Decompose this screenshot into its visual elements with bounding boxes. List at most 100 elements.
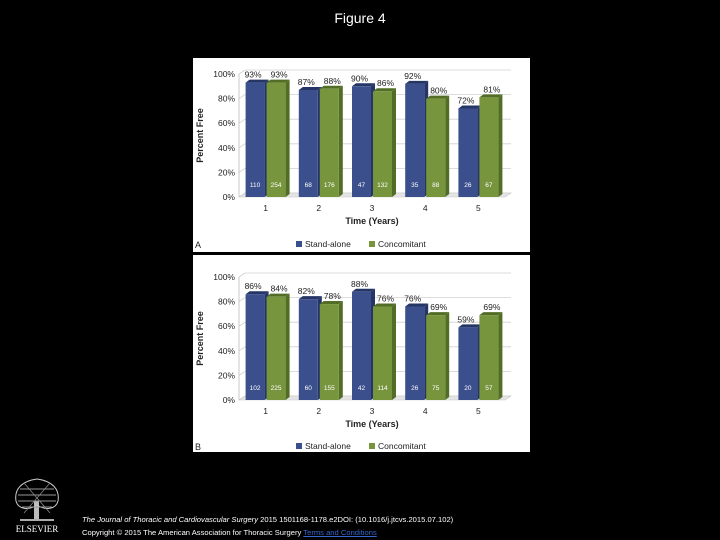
chart-a-bar-standalone-5 — [458, 108, 478, 197]
chart-a-bar-top — [426, 95, 450, 99]
chart-b-legend-swatch-standalone — [296, 443, 302, 449]
chart-b-legend-label: Stand-alone — [305, 441, 351, 451]
chart-b-n-at-risk-label: 57 — [485, 385, 493, 392]
chart-b-bar-standalone-1 — [245, 294, 265, 400]
chart-a-bar-top — [373, 88, 396, 92]
chart-b-x-axis-label: Time (Years) — [345, 419, 398, 429]
chart-a-n-at-risk-label: 26 — [464, 182, 472, 189]
chart-b-y-tick-label: 40% — [218, 346, 235, 356]
chart-a-n-at-risk-label: 35 — [411, 182, 419, 189]
chart-b-gridline-diag — [238, 321, 246, 327]
chart-a-bar-standalone-4 — [405, 83, 425, 197]
chart-a-legend-swatch-standalone — [296, 241, 302, 247]
chart-b-svg: 0% 20% 40% 60% 80% 100% Percent Free 86% 102 84% 2… — [195, 272, 512, 452]
chart-a-bar-top — [245, 79, 269, 83]
chart-a-n-at-risk-label: 132 — [377, 182, 388, 189]
chart-a-bar-side — [338, 85, 343, 197]
chart-b-n-at-risk-label: 114 — [377, 385, 388, 392]
copyright: Copyright © 2015 The American Associatio… — [82, 528, 377, 537]
chart-a-legend-label: Stand-alone — [305, 239, 351, 249]
chart-b-bar-side — [392, 303, 396, 400]
chart-panel-a: 0% 20% 40% 60% 80% 100% Percent Free 93% 110 93% 2… — [193, 58, 530, 252]
chart-b-x-tick-label: 2 — [316, 406, 321, 416]
chart-b-bar-concomitant-4 — [426, 315, 446, 400]
chart-a-y-tick-label: 80% — [218, 94, 235, 104]
journal-name: The Journal of Thoracic and Cardiovascul… — [82, 515, 259, 524]
chart-a-bar-side — [285, 79, 290, 197]
chart-a-gridline-diag — [238, 118, 246, 124]
chart-b-bar-standalone-3 — [352, 291, 371, 400]
chart-a-value-label: 72% — [457, 95, 474, 105]
elsevier-tree-icon: ELSEVIER — [15, 478, 59, 534]
chart-a-n-at-risk-label: 67 — [485, 182, 493, 189]
chart-a-bar-top — [298, 86, 322, 90]
chart-b-value-label: 82% — [298, 286, 315, 296]
chart-a-x-tick-label: 2 — [316, 203, 321, 213]
chart-a-value-label: 93% — [245, 70, 262, 80]
chart-a-gridline-diag — [238, 69, 246, 75]
chart-b-legend-swatch-concomitant — [369, 443, 375, 449]
chart-b-value-label: 59% — [457, 314, 474, 324]
chart-a-bar-concomitant-1 — [266, 82, 286, 197]
chart-a-n-at-risk-label: 88 — [432, 182, 440, 189]
chart-a-y-tick-label: 40% — [218, 143, 235, 153]
chart-a-bar-top — [352, 83, 375, 87]
chart-a-y-axis-label: Percent Free — [195, 108, 205, 163]
citation: The Journal of Thoracic and Cardiovascul… — [82, 515, 453, 524]
chart-b-value-label: 76% — [377, 294, 394, 304]
chart-a-y-tick-label: 0% — [223, 192, 236, 202]
chart-a-x-axis-label: Time (Years) — [345, 216, 398, 226]
chart-a-bar-standalone-3 — [352, 86, 371, 197]
chart-b-value-label: 86% — [245, 281, 262, 291]
chart-a-bar-standalone-1 — [245, 82, 265, 197]
chart-b-value-label: 88% — [351, 279, 368, 289]
chart-b-n-at-risk-label: 26 — [411, 385, 419, 392]
chart-b-bar-top — [479, 312, 503, 316]
chart-b-bar-concomitant-3 — [373, 306, 392, 400]
chart-a-value-label: 80% — [430, 86, 447, 96]
chart-a-y-tick-label: 60% — [218, 118, 235, 128]
chart-a-value-label: 93% — [271, 70, 288, 80]
chart-b-x-tick-label: 1 — [263, 406, 268, 416]
chart-b-gridline-diag — [238, 346, 246, 352]
chart-a-bar-top — [266, 79, 290, 83]
chart-b-bar-concomitant-1 — [266, 296, 286, 400]
chart-b-bar-top — [352, 288, 375, 292]
chart-b-bar-concomitant-5 — [479, 315, 499, 400]
chart-b-n-at-risk-label: 225 — [271, 385, 282, 392]
chart-a-bar-top — [405, 80, 429, 84]
chart-b-bar-top — [245, 291, 269, 295]
chart-a-y-tick-label: 20% — [218, 167, 235, 177]
citation-details: 2015 1501168-1178.e2DOI: (10.1016/j.jtcv… — [258, 515, 454, 524]
chart-b-bar-side — [285, 293, 290, 400]
chart-a-n-at-risk-label: 254 — [271, 182, 282, 189]
chart-a-panel-label: A — [195, 240, 201, 250]
chart-b-gridline-diag — [238, 272, 246, 278]
chart-a-bar-side — [392, 88, 396, 197]
publisher-name: ELSEVIER — [16, 524, 59, 534]
chart-b-value-label: 76% — [404, 294, 421, 304]
chart-b-n-at-risk-label: 155 — [324, 385, 335, 392]
chart-b-y-tick-label: 100% — [213, 272, 235, 282]
chart-b-y-tick-label: 0% — [223, 395, 236, 405]
chart-b-x-tick-label: 3 — [370, 406, 375, 416]
chart-b-bar-standalone-5 — [458, 327, 478, 400]
chart-b-bar-standalone-4 — [405, 306, 425, 400]
terms-and-conditions-link[interactable]: Terms and Conditions — [303, 528, 377, 537]
chart-a-bar-concomitant-2 — [319, 88, 339, 197]
chart-a-legend-swatch-concomitant — [369, 241, 375, 247]
chart-a-n-at-risk-label: 110 — [250, 182, 261, 189]
chart-b-n-at-risk-label: 60 — [305, 385, 313, 392]
chart-b-bar-side — [498, 312, 503, 400]
chart-b-y-tick-label: 20% — [218, 370, 235, 380]
chart-a-value-label: 81% — [483, 84, 500, 94]
chart-a-value-label: 88% — [324, 76, 341, 86]
chart-b-y-tick-label: 80% — [218, 297, 235, 307]
chart-b-y-axis-label: Percent Free — [195, 311, 205, 366]
chart-b-y-tick-label: 60% — [218, 321, 235, 331]
chart-a-value-label: 92% — [404, 71, 421, 81]
chart-b-bar-top — [405, 303, 429, 307]
chart-b-legend-label: Concomitant — [378, 441, 426, 451]
chart-b-gridline-diag — [238, 297, 246, 302]
chart-b-x-tick-label: 5 — [476, 406, 481, 416]
